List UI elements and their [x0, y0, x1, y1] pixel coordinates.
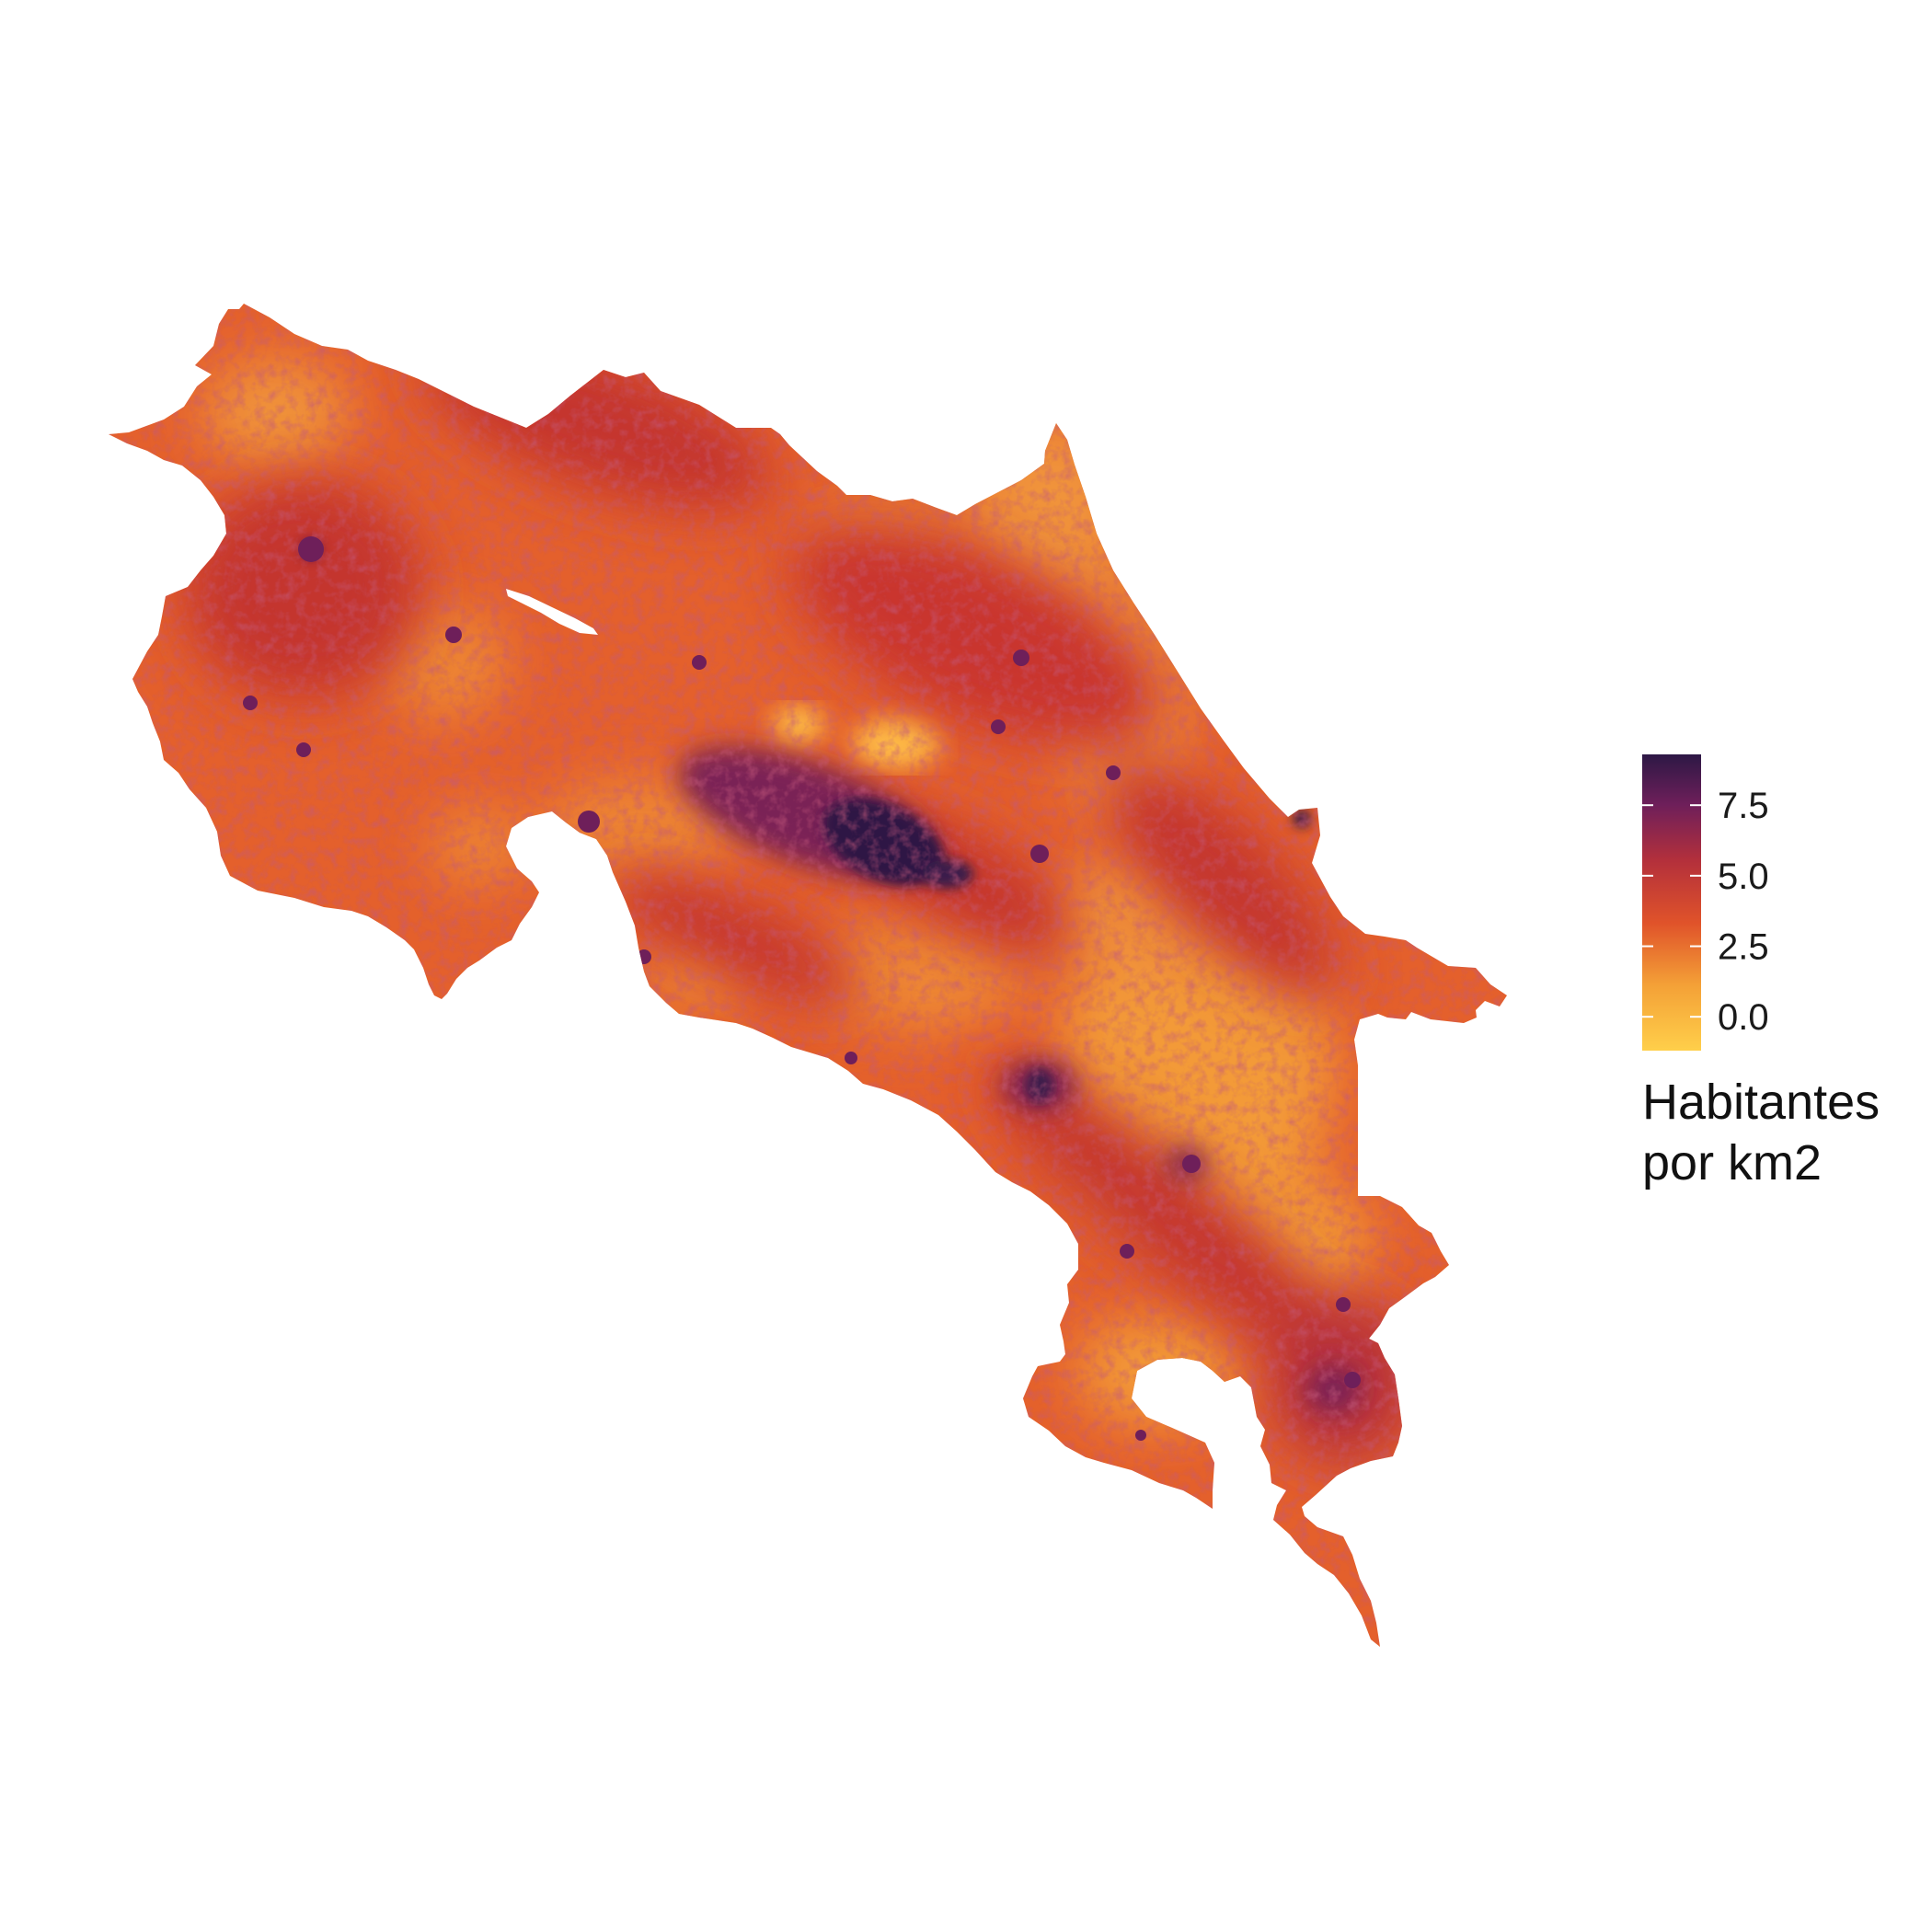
- legend-ticks: 7.5 5.0 2.5 0.0: [1642, 786, 1769, 1038]
- legend-tick-label: 7.5: [1718, 786, 1769, 826]
- legend-title-line1: Habitantes: [1642, 1075, 1880, 1130]
- legend-tick-label: 5.0: [1718, 857, 1769, 897]
- legend-tick-label: 2.5: [1718, 927, 1769, 968]
- legend-color-bar: [1642, 754, 1701, 1051]
- legend-title: Habitantes por km2: [1642, 1072, 1880, 1193]
- legend-tick-label: 0.0: [1718, 997, 1769, 1038]
- lake-arenal: [506, 589, 598, 635]
- color-legend: 7.5 5.0 2.5 0.0: [1642, 754, 1769, 1051]
- legend-title-line2: por km2: [1642, 1135, 1823, 1190]
